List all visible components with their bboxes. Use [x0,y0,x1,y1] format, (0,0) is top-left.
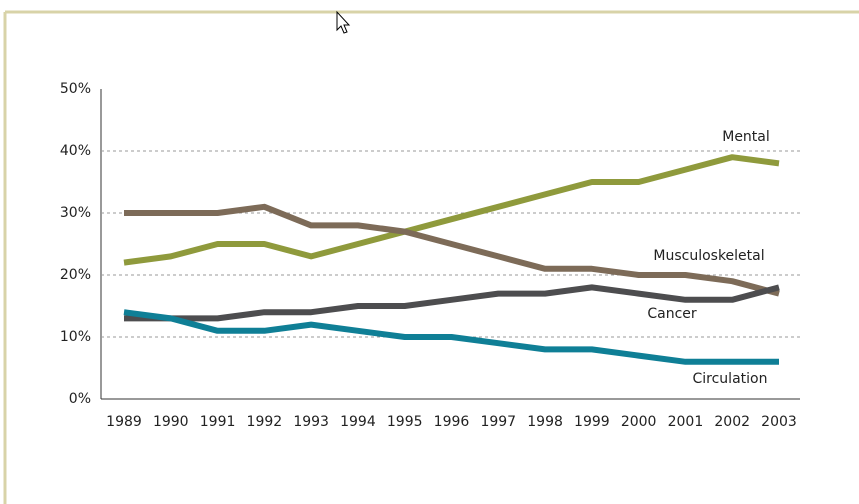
series-label: Cancer [647,306,697,322]
y-tick-label: 40% [60,143,91,159]
y-tick-label: 0% [69,391,91,407]
x-tick-label: 1989 [106,414,142,430]
x-tick-label: 1995 [387,414,423,430]
y-tick-label: 30% [60,205,91,221]
y-tick-label: 10% [60,329,91,345]
series-line [124,203,780,297]
x-tick-label: 2000 [621,414,657,430]
x-tick-label: 2002 [714,414,750,430]
x-tick-label: 1992 [247,414,283,430]
series-label: Mental [722,129,770,145]
x-tick-label: 2003 [761,414,797,430]
x-tick-label: 1990 [153,414,189,430]
series-line [123,309,779,365]
x-tick-label: 1998 [527,414,563,430]
series-line [124,284,780,322]
y-tick-label: 50% [60,81,91,97]
series-line [123,154,780,266]
series-label: Musculoskeletal [653,248,764,264]
x-tick-label: 1996 [434,414,470,430]
cursor [336,10,351,34]
x-tick-label: 2001 [668,414,704,430]
series-label: Circulation [693,371,768,387]
y-tick-label: 20% [60,267,91,283]
x-tick-label: 1991 [200,414,236,430]
x-tick-label: 1993 [293,414,329,430]
x-tick-label: 1999 [574,414,610,430]
x-tick-label: 1997 [480,414,516,430]
x-tick-label: 1994 [340,414,376,430]
